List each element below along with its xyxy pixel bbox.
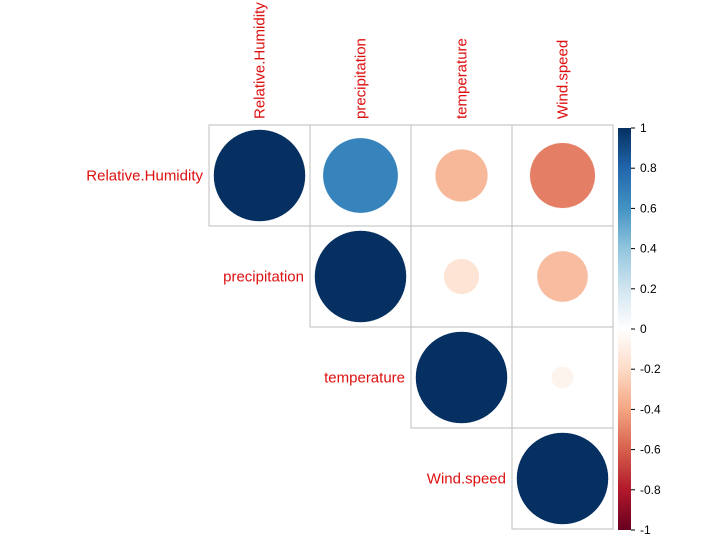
corr-circle-precipitation-Wind.speed bbox=[536, 250, 589, 303]
row-label-temperature: temperature bbox=[324, 370, 405, 387]
corr-circle-temperature-Wind.speed bbox=[550, 365, 575, 390]
corr-circle-Relative.Humidity-Wind.speed bbox=[529, 142, 596, 209]
colorbar-tick-label: 0.2 bbox=[640, 282, 657, 296]
colorbar-tick-label: 0.6 bbox=[640, 201, 657, 215]
col-label-temperature: temperature bbox=[454, 38, 471, 119]
corr-circle-Relative.Humidity-Relative.Humidity bbox=[213, 129, 306, 222]
row-labels: Relative.Humidity precipitation temperatur… bbox=[86, 168, 506, 488]
column-labels: Relative.Humidity precipitation temperatur… bbox=[252, 2, 572, 119]
corr-circle-Wind.speed-Wind.speed bbox=[516, 432, 609, 525]
colorbar-tick-label: -0.8 bbox=[640, 483, 661, 497]
colorbar-tick-label: 0.4 bbox=[640, 242, 657, 256]
row-label-Wind.speed: Wind.speed bbox=[427, 471, 506, 488]
colorbar: 1 0.8 0.6 0.4 0.2 0 -0.2 -0.4 -0.6 -0.8 -1 bbox=[618, 121, 661, 537]
colorbar-tick-label: -1 bbox=[640, 523, 651, 537]
col-label-precipitation: precipitation bbox=[353, 38, 370, 119]
row-label-precipitation: precipitation bbox=[223, 269, 304, 286]
colorbar-tick-label: -0.4 bbox=[640, 402, 661, 416]
corr-circle-precipitation-temperature bbox=[443, 258, 480, 295]
correlation-cells bbox=[208, 124, 614, 530]
colorbar-tick-label: -0.2 bbox=[640, 362, 661, 376]
row-label-Relative.Humidity: Relative.Humidity bbox=[86, 168, 203, 185]
colorbar-tick-label: 0.8 bbox=[640, 161, 657, 175]
col-label-Wind.speed: Wind.speed bbox=[555, 40, 572, 119]
col-label-Relative.Humidity: Relative.Humidity bbox=[252, 2, 269, 119]
colorbar-tick-label: -0.6 bbox=[640, 443, 661, 457]
colorbar-tick-label: 1 bbox=[640, 121, 647, 135]
corr-circle-precipitation-precipitation bbox=[314, 230, 407, 323]
corr-circle-temperature-temperature bbox=[415, 331, 508, 424]
corr-circle-Relative.Humidity-temperature bbox=[434, 148, 489, 203]
colorbar-tick-label: 0 bbox=[640, 322, 647, 336]
corr-circle-Relative.Humidity-precipitation bbox=[322, 137, 399, 214]
colorbar-gradient bbox=[618, 128, 631, 530]
